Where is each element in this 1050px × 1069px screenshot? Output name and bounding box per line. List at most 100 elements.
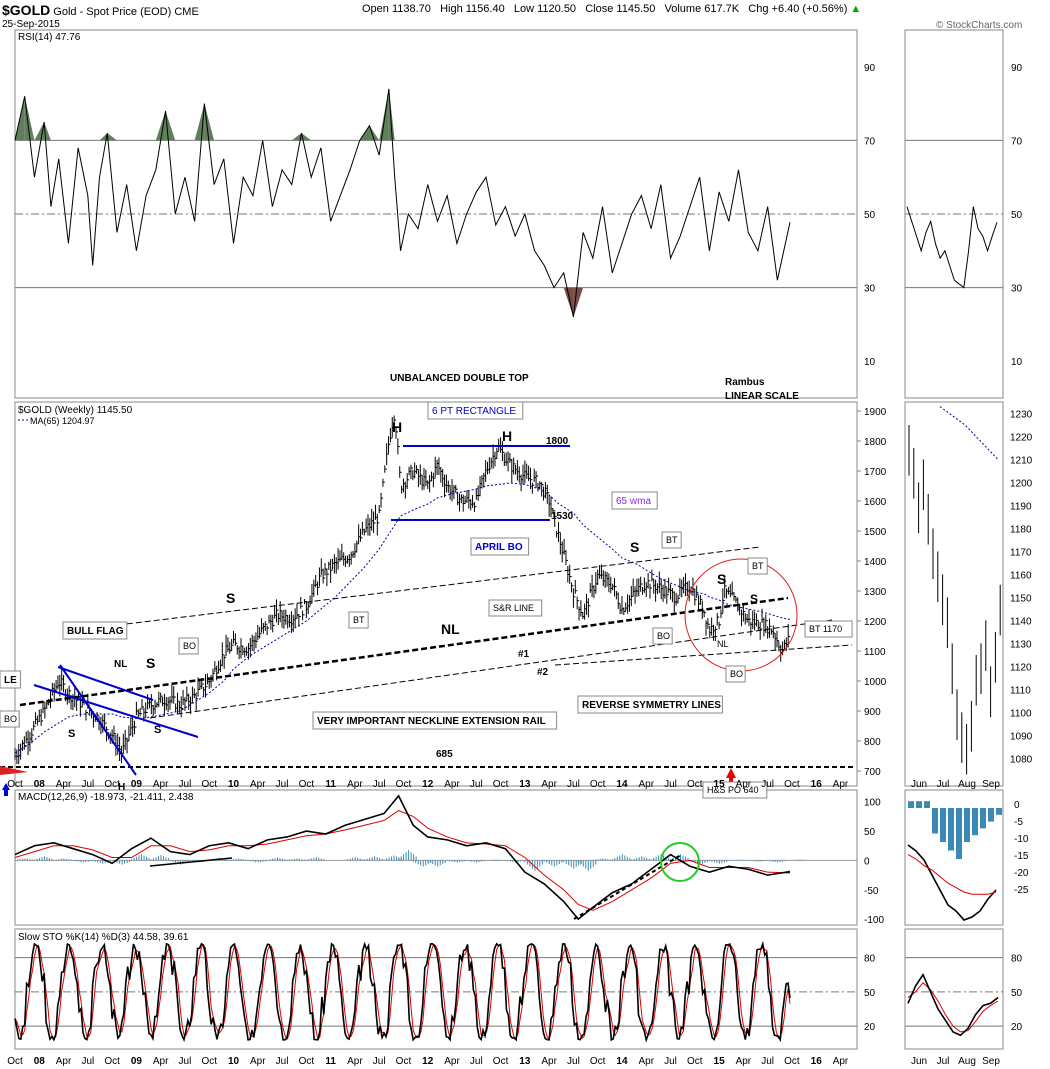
price-inset-tick-label: 1130 — [1010, 639, 1032, 650]
annotation-label: #2 — [537, 667, 549, 678]
rsi-tick-label: 50 — [864, 210, 876, 221]
price-inset-x-axis-label: Sep — [982, 779, 1000, 790]
annotation-box — [427, 401, 524, 420]
x-axis-label: Jul — [179, 1056, 192, 1067]
sto-tick-label: 50 — [864, 988, 876, 999]
price-x-axis-label: 11 — [325, 779, 336, 790]
macd-inset-tick-label: -25 — [1014, 885, 1029, 896]
macd-inset-tick-label: 0 — [1014, 800, 1020, 811]
macd-inset-hist-bar — [924, 801, 930, 808]
macd-inset-line — [907, 844, 997, 921]
price-x-axis-label: Jul — [276, 779, 289, 790]
chart-header: $GOLD Gold - Spot Price (EOD) CME — [2, 2, 199, 18]
x-axis-label: Jul — [567, 1056, 580, 1067]
macd-title: MACD(12,26,9) -18.973, -21.411, 2.438 — [18, 792, 194, 803]
price-tick-label: 1800 — [864, 437, 887, 448]
price-x-axis-label: Apr — [250, 779, 266, 790]
bull-flag-upper-rail — [57, 666, 154, 701]
annotation-box — [488, 599, 543, 617]
macd-tick-label: 100 — [864, 798, 881, 809]
quote-values: Open 1138.70 High 1156.40 Low 1120.50 Cl… — [362, 3, 848, 15]
neckline — [19, 596, 789, 707]
price-x-axis-label: 15 — [714, 779, 726, 790]
price-tick-label: 1200 — [864, 617, 887, 628]
inset-x-axis-label: Jun — [911, 1056, 927, 1067]
price-inset-tick-label: 1170 — [1010, 547, 1032, 558]
macd-inset-hist-bar — [956, 808, 962, 859]
annotation-label: S — [226, 590, 235, 606]
annotation-box — [747, 557, 768, 575]
price-inset-tick-label: 1100 — [1010, 708, 1032, 719]
x-axis-label: Jul — [470, 1056, 483, 1067]
rsi-oversold-fill — [563, 287, 574, 318]
x-axis-label: 15 — [714, 1056, 726, 1067]
price-tick-label: 800 — [864, 737, 881, 748]
price-inset-tick-label: 1220 — [1010, 432, 1033, 443]
price-x-axis-label: Jul — [81, 779, 94, 790]
up-arrow-icon: ▲ — [850, 3, 862, 15]
price-tick-label: 1900 — [864, 407, 887, 418]
macd-trendline-2 — [149, 857, 233, 867]
x-axis-label: Oct — [687, 1056, 703, 1067]
price-x-axis-label: Oct — [396, 779, 412, 790]
price-tick-label: 900 — [864, 707, 881, 718]
macd-tick-label: 50 — [864, 827, 876, 838]
annotation-label: H — [502, 428, 512, 444]
price-x-axis-label: 16 — [811, 779, 823, 790]
price-inset-tick-label: 1190 — [1010, 501, 1032, 512]
sto-inset-frame — [904, 928, 1004, 1050]
price-x-axis-label: 09 — [131, 779, 143, 790]
x-axis-label: Oct — [396, 1056, 412, 1067]
macd-inset-hist-bar — [996, 808, 1002, 815]
price-inset-tick-label: 1200 — [1010, 478, 1033, 489]
annotation-box — [0, 710, 20, 728]
price-x-axis-label: 08 — [34, 779, 46, 790]
price-x-axis-label: Jul — [179, 779, 192, 790]
rsi-inset-tick-label: 10 — [1011, 357, 1023, 368]
price-inset-tick-label: 1210 — [1010, 455, 1033, 466]
x-axis-label: 09 — [131, 1056, 143, 1067]
annotation-label: BT — [353, 615, 365, 625]
annotation-box — [661, 531, 682, 549]
price-x-axis-label: Apr — [736, 779, 752, 790]
annotation-box — [577, 695, 723, 714]
price-tick-label: 1300 — [864, 587, 887, 598]
price-tick-label: 1400 — [864, 557, 887, 568]
annotation-box — [348, 611, 369, 629]
bull-flag-lower-rail — [33, 684, 199, 738]
annotation-label: BO — [730, 669, 743, 679]
rsi-title: RSI(14) 47.76 — [18, 32, 81, 43]
sto-panel-frame — [14, 928, 858, 1050]
rsi-overbought-fill — [301, 133, 312, 141]
sto-title: Slow STO %K(14) %D(3) 44.58, 39.61 — [18, 932, 189, 943]
macd-inset-hist-bar — [972, 808, 978, 836]
macd-inset-hist-bar — [980, 808, 986, 829]
price-inset-tick-label: 1180 — [1010, 524, 1032, 535]
annotation-label: VERY IMPORTANT NECKLINE EXTENSION RAIL — [317, 716, 546, 727]
price-x-axis-label: Apr — [638, 779, 654, 790]
x-axis-label: Oct — [299, 1056, 315, 1067]
x-axis-label: Apr — [444, 1056, 460, 1067]
up-arrow-icon — [726, 768, 736, 782]
sto-tick-label: 20 — [864, 1022, 876, 1033]
instrument-name: Gold - Spot Price (EOD) — [53, 6, 172, 18]
blue-arrow-icon — [2, 783, 10, 796]
macd-tick-label: -50 — [864, 886, 879, 897]
x-axis-label: 11 — [325, 1056, 336, 1067]
x-axis-label: Apr — [736, 1056, 752, 1067]
macd-tick-label: 0 — [864, 856, 870, 867]
rsi-overbought-fill — [369, 125, 380, 141]
x-axis-label: Apr — [153, 1056, 169, 1067]
annotation-label: H — [118, 782, 125, 793]
price-tick-label: 1500 — [864, 527, 887, 538]
macd-inset-hist-bar — [964, 808, 970, 842]
annotation-label: 1530 — [551, 511, 574, 522]
annotation-label: NL — [114, 659, 127, 670]
price-x-axis-label: 13 — [519, 779, 531, 790]
inset-x-axis-label: Aug — [958, 1056, 976, 1067]
price-inset-x-axis-label: Aug — [958, 779, 976, 790]
macd-inset-hist-bar — [988, 808, 994, 822]
annotation-box — [178, 637, 199, 655]
price-x-axis-label: Apr — [347, 779, 363, 790]
annotation-label: 685 — [436, 749, 453, 760]
